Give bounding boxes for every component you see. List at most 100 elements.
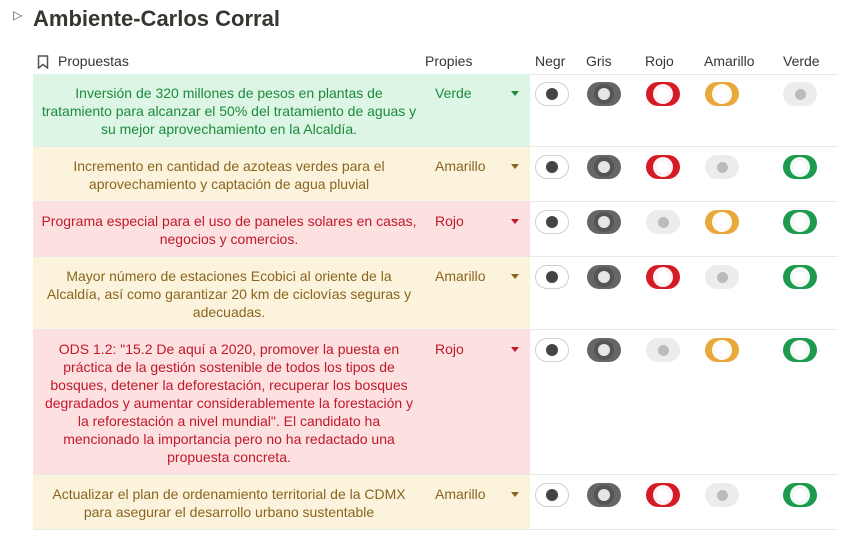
toggle-dot [598,161,610,173]
toggle-dot [657,216,669,228]
toggle-dot [716,271,728,283]
column-header: Propuestas [58,53,129,69]
proposal-cell: Incremento en cantidad de azoteas verdes… [33,147,530,201]
toggle-dot [657,344,669,356]
toggle-dot [598,216,610,228]
toggle[interactable] [783,338,817,362]
toggle-dot [794,216,806,228]
toggle-dot [546,161,558,173]
toggle-dot [598,489,610,501]
table-row: Mayor número de estaciones Ecobici al or… [33,257,838,330]
proposal-text: Incremento en cantidad de azoteas verdes… [73,158,385,192]
proposal-text: Actualizar el plan de ordenamiento terri… [52,486,406,520]
toggle[interactable] [587,82,621,106]
property-select[interactable]: Rojo [435,341,464,357]
proposal-cell: Inversión de 320 millones de pesos en pl… [33,74,530,146]
dropdown-arrow[interactable] [511,219,519,224]
toggle-dot [598,344,610,356]
toggle[interactable] [783,82,817,106]
column-header: Gris [586,53,612,69]
toggle-dot [794,161,806,173]
toggle-dot [657,271,669,283]
toggle[interactable] [783,155,817,179]
toggle[interactable] [705,338,739,362]
toggle-dot [598,88,610,100]
toggle[interactable] [587,483,621,507]
toggle-dot [657,88,669,100]
toggle-dot [716,344,728,356]
toggle-dot [546,489,558,501]
table-row: Actualizar el plan de ordenamiento terri… [33,475,838,530]
table-row: Incremento en cantidad de azoteas verdes… [33,147,838,202]
proposal-cell: Actualizar el plan de ordenamiento terri… [33,475,530,529]
column-header: Negr [535,53,566,69]
proposal-cell: Programa especial para el uso de paneles… [33,202,530,256]
bookmark-icon [37,55,49,69]
property-select[interactable]: Amarillo [435,268,486,284]
toggle[interactable] [535,483,569,507]
toggle[interactable] [783,210,817,234]
toggle[interactable] [783,483,817,507]
toggle[interactable] [587,265,621,289]
toggle-dot [546,216,558,228]
toggle-dot [794,489,806,501]
toggle[interactable] [705,483,739,507]
toggle-dot [794,271,806,283]
proposal-text: Inversión de 320 millones de pesos en pl… [41,85,417,137]
toggle-dot [794,344,806,356]
dropdown-arrow[interactable] [511,347,519,352]
toggle-dot [716,88,728,100]
toggle[interactable] [646,210,680,234]
property-select[interactable]: Verde [435,85,472,101]
toggle[interactable] [535,82,569,106]
toggle[interactable] [646,82,680,106]
toggle-dot [546,344,558,356]
toggle-dot [546,271,558,283]
toggle[interactable] [587,155,621,179]
table-row: Programa especial para el uso de paneles… [33,202,838,257]
toggle[interactable] [587,338,621,362]
proposal-text: ODS 1.2: "15.2 De aquí a 2020, promover … [44,341,414,465]
toggle[interactable] [587,210,621,234]
dropdown-arrow[interactable] [511,274,519,279]
property-select[interactable]: Amarillo [435,158,486,174]
toggle[interactable] [646,338,680,362]
column-header: Verde [783,53,820,69]
column-header: Amarillo [704,53,755,69]
table-row: Inversión de 320 millones de pesos en pl… [33,74,838,147]
proposal-cell: Mayor número de estaciones Ecobici al or… [33,257,530,329]
toggle-dot [716,161,728,173]
toggle-dot [546,88,558,100]
property-select[interactable]: Amarillo [435,486,486,502]
toggle-dot [657,161,669,173]
toggle[interactable] [535,210,569,234]
column-header: Rojo [645,53,674,69]
toggle[interactable] [646,265,680,289]
toggle-arrow[interactable]: ▷ [13,8,23,22]
toggle[interactable] [535,265,569,289]
dropdown-arrow[interactable] [511,91,519,96]
page-title: Ambiente-Carlos Corral [33,6,280,31]
toggle[interactable] [705,265,739,289]
property-select[interactable]: Rojo [435,213,464,229]
toggle-dot [794,88,806,100]
toggle-dot [598,271,610,283]
toggle-dot [657,489,669,501]
toggle-dot [716,216,728,228]
toggle[interactable] [535,155,569,179]
toggle[interactable] [646,483,680,507]
toggle[interactable] [705,155,739,179]
toggle[interactable] [646,155,680,179]
toggle-dot [716,489,728,501]
dropdown-arrow[interactable] [511,492,519,497]
toggle[interactable] [783,265,817,289]
toggle[interactable] [705,82,739,106]
proposal-cell: ODS 1.2: "15.2 De aquí a 2020, promover … [33,330,530,474]
proposal-text: Mayor número de estaciones Ecobici al or… [46,268,412,320]
table-row: ODS 1.2: "15.2 De aquí a 2020, promover … [33,330,838,475]
dropdown-arrow[interactable] [511,164,519,169]
toggle[interactable] [535,338,569,362]
column-header: Propies [425,53,473,69]
toggle[interactable] [705,210,739,234]
